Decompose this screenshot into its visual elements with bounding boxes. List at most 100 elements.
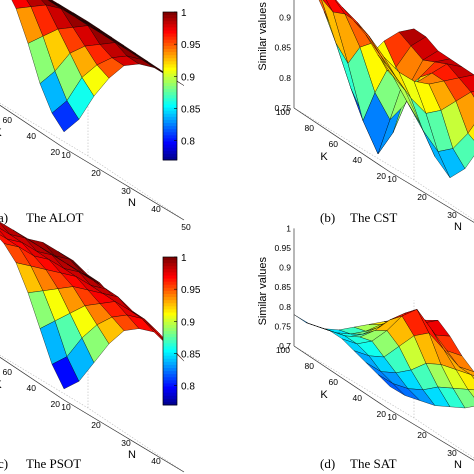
surface-mesh — [293, 309, 474, 409]
z-tick-label: 0.75 — [274, 321, 291, 331]
z-tick-label: 0.95 — [274, 243, 291, 253]
colorbar-segment — [163, 101, 177, 105]
colorbar-segment — [163, 156, 177, 161]
colorbar-segment — [163, 107, 177, 112]
colorbar-segment — [163, 79, 177, 84]
surface-mesh — [318, 0, 474, 179]
colorbar-segment — [163, 95, 177, 99]
surface-cell — [467, 124, 474, 141]
colorbar-segment — [163, 309, 177, 313]
x-tick-label: 50 — [181, 222, 191, 232]
colorbar-segment — [163, 303, 177, 307]
colorbar-segment — [163, 30, 177, 34]
colorbar-segment — [163, 297, 177, 301]
y-axis-line — [0, 104, 65, 149]
colorbar-segment — [163, 352, 177, 357]
surface-plot-cst: 102030405020406080100NK0.750.80.850.90.9… — [257, 0, 474, 233]
colorbar-segment — [163, 70, 177, 75]
caption-b-text: The CST — [350, 210, 397, 225]
y-tick-label: 20 — [51, 399, 61, 409]
colorbar-segment — [163, 315, 177, 320]
colorbar-segment — [163, 371, 177, 375]
colorbar-segment — [163, 49, 177, 53]
x-tick-label: 20 — [91, 168, 101, 178]
colorbar-segment — [163, 12, 177, 16]
colorbar-frame — [162, 256, 178, 406]
x-tick-label: 40 — [151, 456, 161, 466]
colorbar-tick-label: 0.9 — [181, 317, 195, 328]
x-axis-line — [63, 399, 185, 473]
colorbar-segment — [163, 324, 177, 329]
colorbar-segment — [163, 123, 177, 127]
colorbar-segment — [163, 153, 177, 158]
x-axis-label: N — [128, 449, 136, 461]
colorbar-segment — [163, 337, 177, 341]
y-tick-label: 20 — [377, 171, 387, 181]
colorbar-segment — [163, 141, 177, 145]
caption-b-label: (b) — [320, 210, 335, 225]
caption-d-text: The SAT — [350, 456, 397, 471]
y-tick-label: 60 — [329, 139, 339, 149]
y-axis-label: K — [0, 127, 2, 139]
colorbar-segment — [163, 355, 177, 360]
caption-d-label: (d) — [320, 456, 335, 471]
colorbar-segment — [163, 116, 177, 121]
y-axis-label: K — [320, 151, 328, 163]
colorbar-segment — [163, 119, 177, 124]
z-tick-label: 0.8 — [279, 302, 291, 312]
colorbar-segment — [163, 132, 177, 136]
colorbar-segment — [163, 45, 177, 50]
colorbar-segment — [163, 374, 177, 378]
colorbar-segment — [163, 386, 177, 390]
colorbar-segment — [163, 89, 177, 93]
colorbar-segment — [163, 290, 177, 295]
z-tick-label: 0.9 — [279, 263, 291, 273]
surface-cell — [470, 91, 474, 98]
surface-cell — [470, 374, 474, 379]
x-tick-label: 10 — [387, 412, 397, 422]
colorbar-segment — [163, 269, 177, 273]
surface-cell — [458, 366, 474, 376]
z-tick-label: 0.85 — [274, 43, 291, 53]
colorbar-segment — [163, 383, 177, 387]
surface-mesh — [11, 0, 185, 133]
caption-a-label: a) — [0, 210, 8, 225]
colorbar: 1 0.95 0.9 0.85 0.8 — [162, 8, 201, 161]
y-axis-line — [293, 345, 391, 411]
colorbar-segment — [163, 275, 177, 279]
surface-cell — [458, 74, 474, 93]
colorbar-segment — [163, 284, 177, 289]
colorbar-segment — [163, 113, 177, 118]
y-tick-label: 80 — [305, 361, 315, 371]
colorbar-tick-label: 0.9 — [181, 72, 195, 83]
colorbar-segment — [163, 73, 177, 78]
colorbar-segment — [163, 401, 177, 406]
x-tick-label: 20 — [417, 430, 427, 440]
y-tick-label: 60 — [3, 367, 13, 377]
x-tick-label: 40 — [151, 204, 161, 214]
colorbar-tick-label: 1 — [181, 253, 187, 264]
colorbar-segment — [163, 361, 177, 366]
colorbar-segment — [163, 389, 177, 394]
x-tick-label: 30 — [121, 438, 131, 448]
colorbar-segment — [163, 82, 177, 87]
surface-plot-alot: 102030405020406080100NK10.950.90.850.8 — [0, 0, 201, 232]
colorbar-segment — [163, 263, 177, 267]
colorbar-segment — [163, 327, 177, 332]
colorbar-segment — [163, 266, 177, 270]
colorbar-tick-label: 0.95 — [181, 285, 201, 296]
colorbar-segment — [163, 150, 177, 155]
caption-a-text: The ALOT — [26, 210, 83, 225]
colorbar-segment — [163, 58, 177, 62]
colorbar-segment — [163, 300, 177, 304]
x-tick-label: 30 — [121, 186, 131, 196]
y-tick-label: 40 — [27, 383, 37, 393]
colorbar-segment — [163, 368, 177, 372]
y-tick-label: 60 — [3, 115, 13, 125]
x-tick-label: 10 — [61, 150, 71, 160]
y-tick-label: 40 — [353, 155, 363, 165]
x-tick-label: 30 — [447, 448, 457, 458]
surface-mesh — [0, 221, 185, 390]
y-axis-label: K — [0, 379, 2, 391]
colorbar-tick-label: 0.8 — [181, 137, 195, 148]
